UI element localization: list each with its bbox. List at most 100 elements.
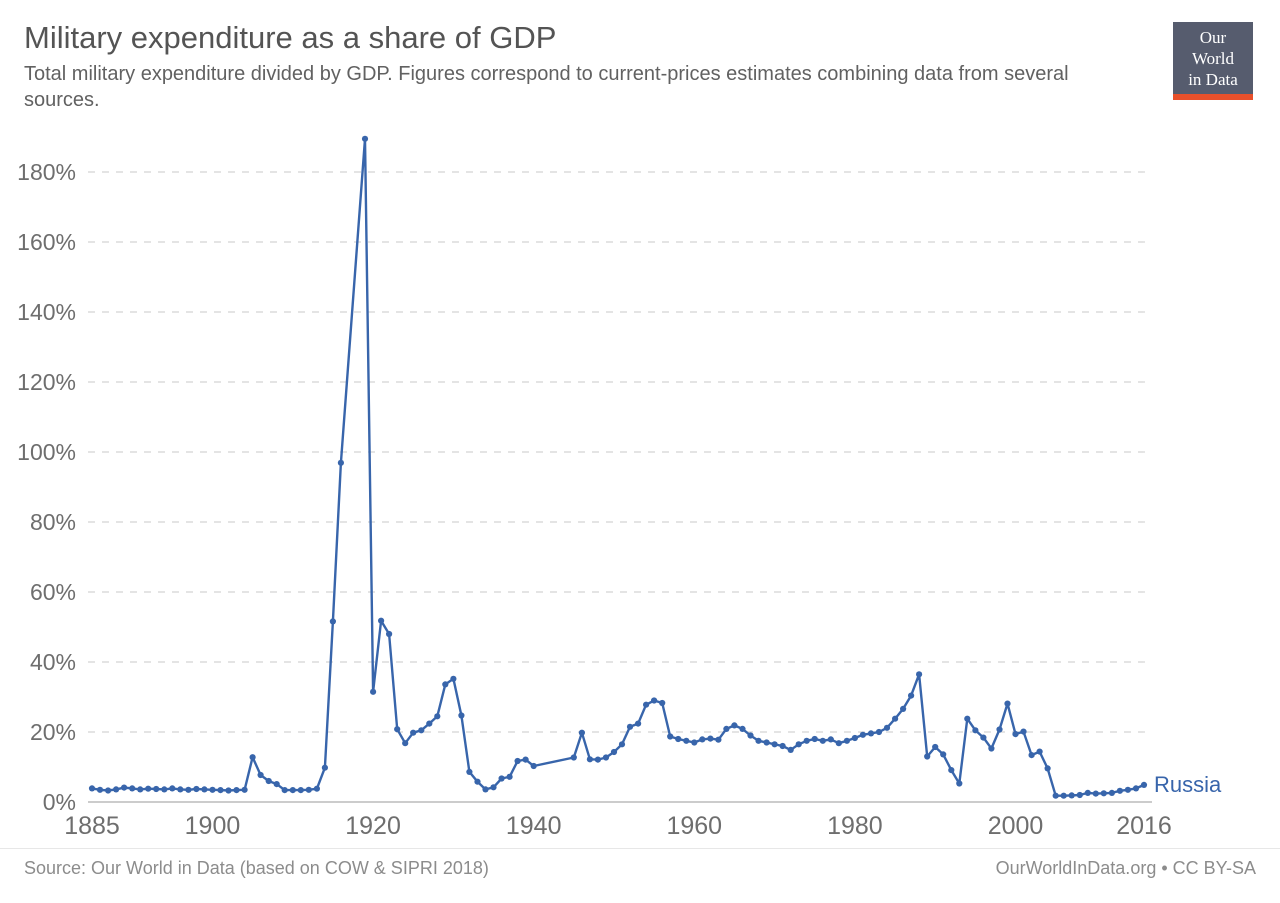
data-point[interactable] (1092, 790, 1099, 797)
data-point[interactable] (1068, 792, 1075, 799)
data-point[interactable] (859, 731, 867, 738)
data-point[interactable] (1140, 781, 1148, 789)
data-point[interactable] (715, 736, 722, 743)
data-point[interactable] (948, 767, 955, 774)
data-point[interactable] (747, 732, 754, 739)
data-point[interactable] (153, 785, 160, 793)
data-point[interactable] (418, 727, 425, 734)
data-point[interactable] (337, 459, 344, 466)
data-point[interactable] (265, 777, 272, 785)
data-point[interactable] (113, 786, 120, 793)
data-point[interactable] (514, 757, 521, 765)
data-point[interactable] (723, 725, 730, 733)
data-point[interactable] (402, 740, 409, 747)
data-point[interactable] (924, 753, 931, 760)
data-point[interactable] (361, 135, 369, 142)
data-point[interactable] (626, 723, 634, 730)
data-point[interactable] (667, 733, 674, 740)
data-point[interactable] (843, 737, 851, 744)
data-point[interactable] (185, 786, 192, 793)
data-point[interactable] (434, 713, 441, 720)
data-point[interactable] (1028, 752, 1035, 759)
data-point[interactable] (964, 715, 971, 722)
data-point[interactable] (177, 786, 184, 793)
data-point[interactable] (129, 785, 136, 792)
data-point[interactable] (225, 787, 232, 794)
data-point[interactable] (883, 724, 891, 731)
data-point[interactable] (618, 741, 626, 748)
data-point[interactable] (1108, 789, 1115, 797)
data-point[interactable] (386, 630, 393, 638)
data-point[interactable] (321, 764, 328, 771)
data-point[interactable] (707, 735, 714, 742)
data-point[interactable] (602, 754, 610, 761)
data-point[interactable] (522, 756, 529, 763)
data-point[interactable] (96, 786, 104, 793)
data-point[interactable] (378, 617, 385, 624)
data-point[interactable] (972, 727, 979, 734)
data-point[interactable] (410, 729, 417, 736)
data-point[interactable] (763, 739, 770, 746)
data-point[interactable] (426, 720, 433, 727)
data-point[interactable] (731, 722, 738, 729)
data-point[interactable] (466, 768, 473, 776)
data-point[interactable] (908, 692, 915, 699)
data-point[interactable] (161, 786, 168, 793)
data-point[interactable] (305, 786, 312, 793)
data-point[interactable] (1076, 791, 1083, 799)
data-point[interactable] (474, 778, 481, 785)
data-point[interactable] (209, 786, 216, 793)
data-point[interactable] (570, 754, 577, 761)
series-line[interactable] (90, 137, 1146, 797)
data-point[interactable] (586, 756, 594, 763)
data-point[interactable] (1084, 789, 1091, 797)
data-point[interactable] (394, 726, 401, 733)
data-point[interactable] (137, 786, 144, 793)
data-point[interactable] (578, 729, 586, 736)
data-point[interactable] (916, 671, 923, 678)
data-point[interactable] (900, 705, 907, 713)
data-point[interactable] (249, 754, 256, 761)
data-point[interactable] (1124, 786, 1131, 793)
data-point[interactable] (297, 787, 304, 794)
data-point[interactable] (482, 786, 489, 793)
data-point[interactable] (610, 748, 618, 756)
data-point[interactable] (121, 784, 128, 791)
data-point[interactable] (699, 736, 706, 743)
data-point[interactable] (233, 787, 240, 794)
data-point[interactable] (506, 773, 513, 780)
data-point[interactable] (1132, 785, 1140, 792)
data-point[interactable] (803, 737, 810, 744)
data-point[interactable] (458, 712, 465, 719)
data-point[interactable] (683, 737, 690, 744)
data-point[interactable] (289, 787, 296, 794)
data-point[interactable] (851, 734, 859, 742)
data-point[interactable] (88, 785, 96, 792)
data-point[interactable] (996, 726, 1003, 733)
data-point[interactable] (988, 745, 995, 752)
data-point[interactable] (1020, 728, 1027, 735)
data-point[interactable] (281, 787, 288, 794)
data-point[interactable] (1044, 765, 1051, 772)
data-point[interactable] (827, 736, 834, 743)
data-point[interactable] (811, 735, 818, 743)
data-point[interactable] (241, 786, 248, 793)
data-point[interactable] (739, 725, 746, 733)
data-point[interactable] (875, 728, 883, 736)
data-point[interactable] (1036, 748, 1043, 755)
data-point[interactable] (835, 740, 842, 747)
data-point[interactable] (370, 688, 377, 695)
data-point[interactable] (892, 715, 899, 722)
data-point[interactable] (329, 618, 336, 625)
data-point[interactable] (1116, 787, 1123, 794)
data-point[interactable] (169, 785, 176, 792)
data-point[interactable] (635, 720, 642, 727)
data-point[interactable] (755, 737, 762, 744)
data-point[interactable] (932, 743, 939, 751)
data-point[interactable] (257, 771, 264, 779)
data-point[interactable] (980, 734, 987, 741)
data-point[interactable] (779, 742, 786, 750)
data-point[interactable] (1004, 700, 1011, 707)
data-point[interactable] (1012, 731, 1019, 738)
